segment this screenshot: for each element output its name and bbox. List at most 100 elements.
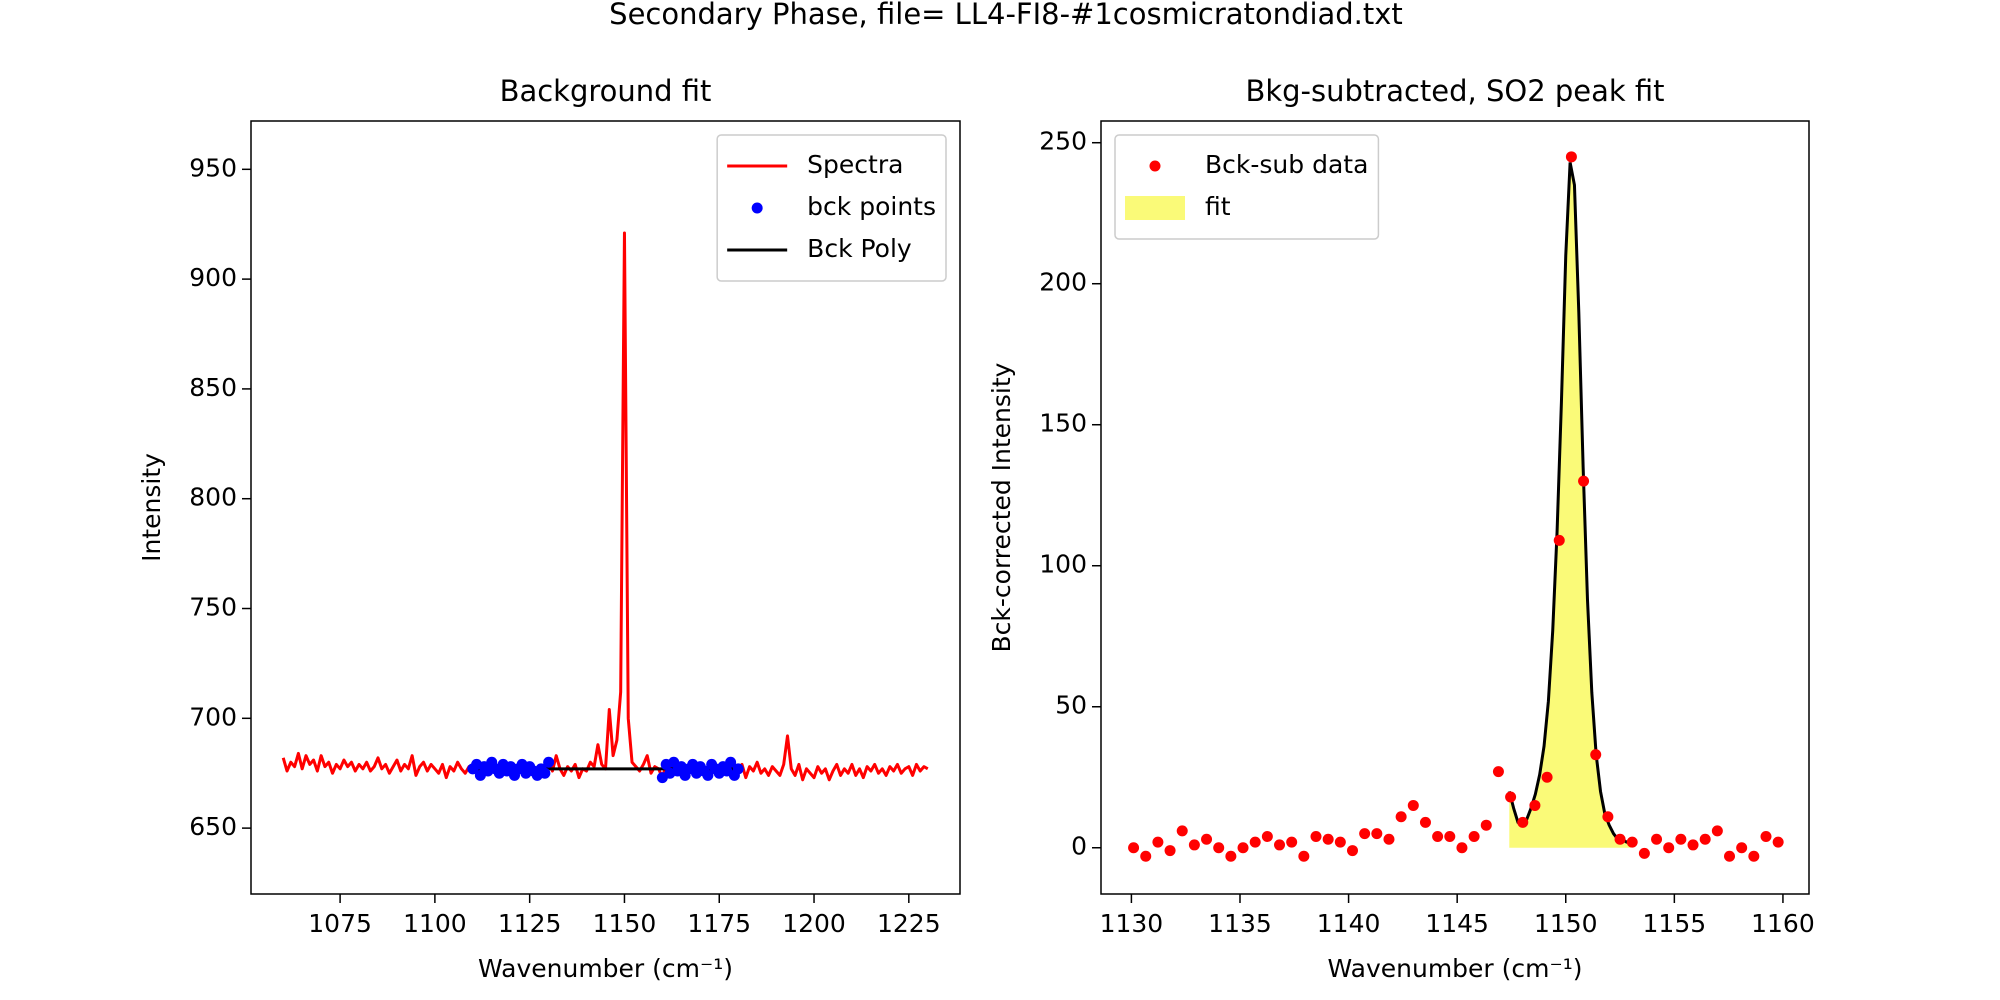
fit-line <box>1507 162 1631 844</box>
scatter-point <box>1517 816 1529 828</box>
scatter-point <box>1274 839 1286 851</box>
x-tick-label: 1075 <box>308 909 372 938</box>
y-tick-label: 0 <box>1071 832 1087 861</box>
x-tick-label: 1200 <box>782 909 846 938</box>
scatter-point <box>1286 836 1298 848</box>
scatter-point <box>1553 534 1565 546</box>
x-axis-label: Wavenumber (cm⁻¹) <box>1328 954 1583 983</box>
scatter-point <box>1310 830 1322 842</box>
y-tick-label: 150 <box>1039 409 1087 438</box>
scatter-point <box>1128 842 1140 854</box>
y-tick-label: 250 <box>1039 127 1087 156</box>
legend: Spectra bck points Bck Poly <box>716 134 947 282</box>
scatter-point <box>1541 771 1553 783</box>
y-tick-label: 50 <box>1055 691 1087 720</box>
scatter-point <box>1164 845 1176 857</box>
scatter-point <box>1407 799 1419 811</box>
scatter-point <box>539 767 551 779</box>
y-tick-label: 750 <box>189 593 237 622</box>
scatter-point <box>1687 839 1699 851</box>
y-tick-label: 800 <box>189 483 237 512</box>
scatter-point <box>1699 833 1711 845</box>
scatter-point <box>1298 850 1310 862</box>
scatter-point <box>1456 842 1468 854</box>
x-tick-label: 1125 <box>498 909 562 938</box>
legend-label: fit <box>1205 192 1231 221</box>
figure-title: Secondary Phase, file= LL4-FI8-#1cosmicr… <box>609 0 1403 31</box>
scatter-point <box>1565 151 1577 163</box>
scatter-point <box>1590 749 1602 761</box>
x-axis-label: Wavenumber (cm⁻¹) <box>478 954 733 983</box>
scatter-point <box>1614 833 1626 845</box>
x-tick-label: 1155 <box>1643 909 1707 938</box>
scatter-point <box>1176 825 1188 837</box>
axes-frame <box>1100 120 1810 895</box>
scatter-point <box>1711 825 1723 837</box>
y-tick-label: 700 <box>189 702 237 731</box>
scatter-point <box>1322 833 1334 845</box>
scatter-point <box>1492 766 1504 778</box>
scatter-point <box>725 756 737 768</box>
scatter-point <box>1419 816 1431 828</box>
area-fill <box>1509 162 1631 848</box>
x-tick-label: 1150 <box>1534 909 1598 938</box>
legend-box <box>716 134 947 282</box>
y-axis-label: Intensity <box>137 453 166 562</box>
scatter-point <box>1249 836 1261 848</box>
y-tick-label: 650 <box>189 812 237 841</box>
scatter-point <box>1383 833 1395 845</box>
scatter-point <box>1371 828 1383 840</box>
legend-label: bck points <box>807 192 936 221</box>
x-tick-label: 1130 <box>1100 909 1164 938</box>
scatter-point <box>1724 850 1736 862</box>
x-tick-label: 1175 <box>687 909 751 938</box>
scatter-point <box>1152 836 1164 848</box>
scatter-point <box>1188 839 1200 851</box>
scatter-point <box>1140 850 1152 862</box>
x-tick-label: 1225 <box>877 909 941 938</box>
x-tick-label: 1150 <box>593 909 657 938</box>
scatter-point <box>1432 830 1444 842</box>
axes-title: Bkg-subtracted, SO2 peak fit <box>1245 74 1664 108</box>
x-tick-label: 1160 <box>1751 909 1815 938</box>
scatter-point <box>1675 833 1687 845</box>
legend-label: Spectra <box>807 150 903 179</box>
scatter-point <box>1626 836 1638 848</box>
scatter-point <box>702 769 714 781</box>
legend-label: Bck-sub data <box>1205 150 1368 179</box>
scatter-point <box>1505 791 1517 803</box>
scatter-point <box>1261 830 1273 842</box>
scatter-point <box>1480 819 1492 831</box>
y-tick-label: 100 <box>1039 550 1087 579</box>
scatter-point <box>1663 842 1675 854</box>
y-tick-label: 850 <box>189 373 237 402</box>
scatter-point <box>1529 799 1541 811</box>
legend: Bck-sub data fit <box>1114 134 1380 240</box>
axes-frame <box>250 120 961 895</box>
scatter-point <box>1748 850 1760 862</box>
x-tick-label: 1135 <box>1208 909 1272 938</box>
scatter-point <box>1638 847 1650 859</box>
scatter-point <box>1602 811 1614 823</box>
scatter-point <box>732 763 744 775</box>
scatter-point <box>1444 830 1456 842</box>
scatter-point <box>1346 845 1358 857</box>
y-tick-label: 200 <box>1039 268 1087 297</box>
y-tick-label: 900 <box>189 263 237 292</box>
scatter-point <box>1578 475 1590 487</box>
legend-handle <box>1125 196 1185 220</box>
x-tick-label: 1140 <box>1317 909 1381 938</box>
scatter-point <box>1468 830 1480 842</box>
scatter-point <box>1651 833 1663 845</box>
x-tick-label: 1100 <box>403 909 467 938</box>
y-tick-label: 950 <box>189 153 237 182</box>
scatter-point <box>1334 836 1346 848</box>
x-tick-label: 1145 <box>1425 909 1489 938</box>
axes-title: Background fit <box>500 74 712 108</box>
scatter-point <box>1225 850 1237 862</box>
scatter-point <box>543 756 555 768</box>
scatter-point <box>1395 811 1407 823</box>
legend-handle <box>1149 160 1161 172</box>
